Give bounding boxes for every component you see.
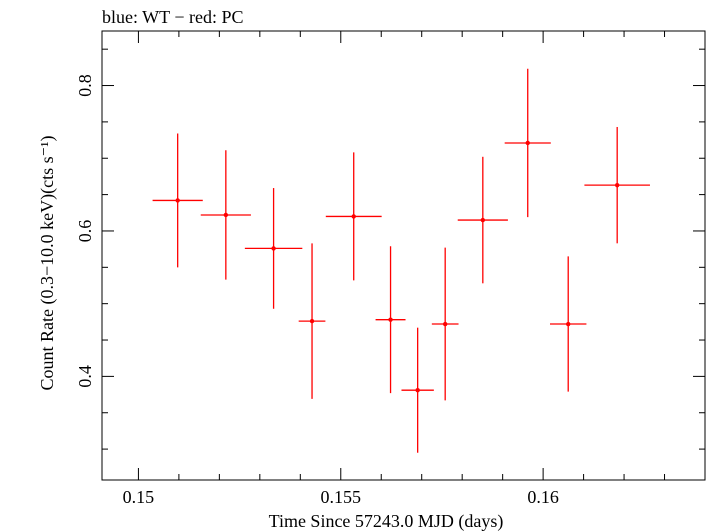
- x-tick-label: 0.16: [527, 487, 559, 507]
- point-marker: [442, 321, 448, 327]
- data-point: [152, 133, 203, 268]
- point-marker: [614, 182, 620, 188]
- chart-title: blue: WT − red: PC: [102, 7, 243, 27]
- data-point: [244, 188, 303, 309]
- data-point: [550, 256, 587, 392]
- x-tick-label: 0.15: [123, 487, 155, 507]
- point-marker: [351, 214, 356, 219]
- data-point: [200, 150, 251, 280]
- point-marker: [309, 318, 315, 324]
- data-point: [325, 152, 382, 281]
- data-point: [504, 68, 551, 218]
- data-point: [584, 126, 650, 244]
- point-marker: [415, 388, 420, 393]
- axis-ticks: 0.15 0.155 0.16 0.4 0.6 0.8: [75, 31, 706, 507]
- y-tick-label: 0.4: [75, 365, 95, 388]
- data-point: [431, 247, 459, 401]
- x-tick-label: 0.155: [321, 487, 362, 507]
- point-marker: [525, 140, 530, 146]
- data-point: [375, 246, 406, 394]
- y-axis-label: Count Rate (0.3−10.0 keV)(cts s⁻¹): [37, 135, 58, 390]
- y-tick-label: 0.8: [75, 74, 95, 97]
- point-marker: [223, 212, 229, 218]
- y-tick-label: 0.6: [75, 220, 95, 243]
- point-marker: [175, 198, 180, 203]
- data-point: [298, 243, 326, 399]
- data-point: [457, 156, 508, 284]
- plot-frame: [101, 30, 706, 481]
- data-point: [401, 327, 434, 453]
- data-points: [152, 68, 650, 453]
- point-marker: [566, 321, 571, 327]
- point-marker: [388, 317, 393, 322]
- point-marker: [480, 217, 486, 223]
- point-marker: [271, 246, 276, 251]
- x-axis-label: Time Since 57243.0 MJD (days): [269, 511, 504, 532]
